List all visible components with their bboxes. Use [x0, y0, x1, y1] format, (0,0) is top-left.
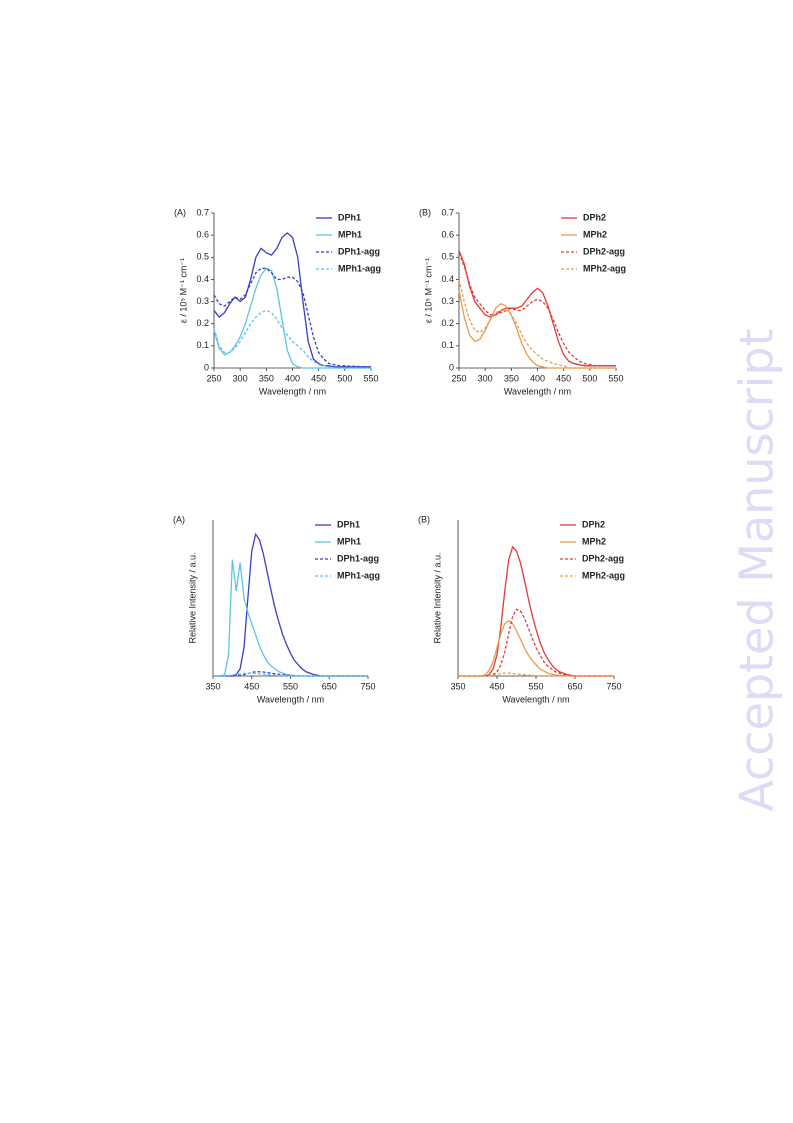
legend-label: DPh1-agg — [337, 553, 379, 563]
y-tick-label: 0.3 — [441, 296, 454, 306]
series-line — [213, 232, 371, 368]
x-tick-label: 500 — [337, 373, 352, 383]
x-tick-label: 450 — [556, 373, 571, 383]
x-tick-label: 550 — [608, 373, 623, 383]
x-tick-label: 400 — [285, 373, 300, 383]
legend-label: DPh2-agg — [583, 246, 625, 256]
x-tick-label: 450 — [244, 681, 259, 691]
y-tick-label: 0.5 — [441, 252, 454, 262]
x-tick-label: 750 — [360, 681, 375, 691]
y-tick-label: 0.4 — [441, 274, 454, 284]
series-line — [458, 250, 616, 367]
x-tick-label: 550 — [283, 681, 298, 691]
x-axis-label: Wavelength / nm — [259, 386, 326, 396]
x-tick-label: 300 — [478, 373, 493, 383]
y-tick-label: 0.5 — [196, 252, 209, 262]
series-line — [458, 252, 616, 367]
y-tick-label: 0.1 — [196, 340, 209, 350]
legend-label: DPh1 — [338, 212, 361, 222]
x-tick-label: 350 — [259, 373, 274, 383]
x-tick-label: 500 — [582, 373, 597, 383]
x-axis-label: Wavelength / nm — [502, 694, 569, 704]
y-tick-label: 0.2 — [441, 318, 454, 328]
y-axis-label: ε / 10⁵ M⁻¹ cm⁻¹ — [423, 258, 433, 323]
legend-label: MPh1-agg — [338, 263, 381, 273]
x-tick-label: 550 — [363, 373, 378, 383]
legend-label: MPh2 — [582, 536, 606, 546]
panel-label: (B) — [418, 514, 430, 524]
legend-label: DPh1 — [337, 519, 360, 529]
series-line — [213, 309, 371, 369]
x-tick-label: 250 — [206, 373, 221, 383]
x-tick-label: 650 — [322, 681, 337, 691]
legend-label: DPh2-agg — [582, 553, 624, 563]
watermark: Accepted Manuscript — [730, 328, 784, 811]
series-line — [458, 545, 614, 677]
x-tick-label: 350 — [205, 681, 220, 691]
y-tick-label: 0.2 — [196, 318, 209, 328]
x-tick-label: 450 — [311, 373, 326, 383]
series-line — [213, 267, 372, 368]
series-line — [213, 267, 371, 369]
series-line — [458, 672, 614, 677]
panel-label: (A) — [173, 514, 185, 524]
x-tick-label: 350 — [450, 681, 465, 691]
y-tick-label: 0.1 — [441, 340, 454, 350]
x-axis-label: Wavelength / nm — [257, 694, 324, 704]
series-line — [458, 279, 616, 369]
y-tick-label: 0 — [204, 362, 209, 372]
y-tick-label: 0.6 — [196, 230, 209, 240]
x-tick-label: 750 — [606, 681, 621, 691]
x-tick-label: 400 — [530, 373, 545, 383]
y-tick-label: 0 — [449, 362, 454, 372]
x-tick-label: 550 — [528, 681, 543, 691]
y-axis-label: Relative Intensity / a.u. — [432, 552, 442, 643]
y-tick-label: 0.4 — [196, 274, 209, 284]
y-axis-label: ε / 10⁵ M⁻¹ cm⁻¹ — [178, 258, 188, 323]
y-tick-label: 0.6 — [441, 230, 454, 240]
panel-label: (A) — [174, 207, 186, 217]
series-line — [213, 672, 368, 677]
legend-label: MPh2 — [583, 229, 607, 239]
legend-label: MPh2-agg — [583, 263, 626, 273]
panel-label: (B) — [419, 207, 431, 217]
legend-label: MPh1-agg — [337, 570, 380, 580]
x-tick-label: 650 — [567, 681, 582, 691]
series-line — [458, 608, 614, 677]
y-axis-label: Relative Intensity / a.u. — [187, 552, 197, 643]
legend-label: MPh1 — [337, 536, 361, 546]
legend-label: DPh2 — [582, 519, 605, 529]
x-tick-label: 300 — [233, 373, 248, 383]
legend-label: DPh2 — [583, 212, 606, 222]
x-axis-label: Wavelength / nm — [504, 386, 571, 396]
series-line — [213, 671, 368, 677]
x-tick-label: 250 — [451, 373, 466, 383]
legend-label: MPh1 — [338, 229, 362, 239]
y-tick-label: 0.7 — [441, 207, 454, 217]
legend-label: DPh1-agg — [338, 246, 380, 256]
y-tick-label: 0.7 — [196, 207, 209, 217]
series-line — [458, 290, 616, 369]
legend-label: MPh2-agg — [582, 570, 625, 580]
y-tick-label: 0.3 — [196, 296, 209, 306]
x-tick-label: 350 — [504, 373, 519, 383]
x-tick-label: 450 — [489, 681, 504, 691]
